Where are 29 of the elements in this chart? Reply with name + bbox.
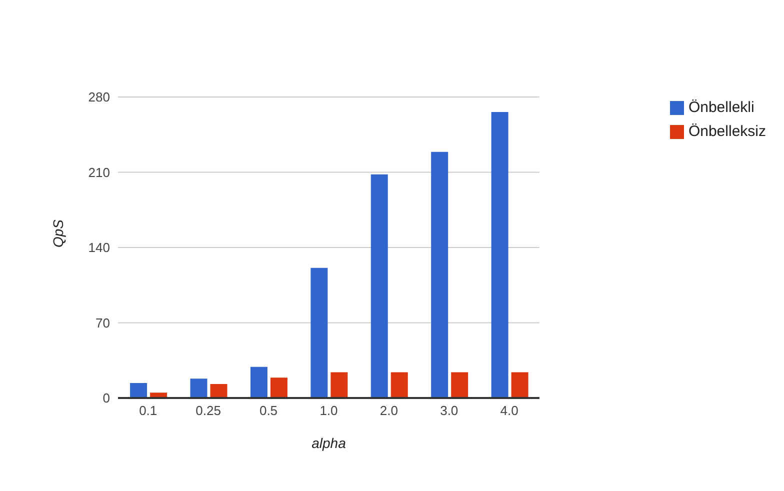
x-tick-label: 0.1	[139, 403, 158, 418]
bar	[130, 382, 148, 398]
y-axis-title: QpS	[50, 218, 66, 248]
x-tick-label: 0.5	[259, 403, 278, 418]
x-tick-label: 0.25	[196, 403, 221, 418]
bar	[451, 372, 468, 398]
y-tick-label: 70	[96, 315, 110, 330]
y-tick-label: 140	[88, 240, 110, 256]
bar	[390, 372, 408, 398]
bar	[250, 366, 268, 398]
bar	[190, 378, 208, 398]
bar	[491, 112, 508, 398]
x-tick-label: 4.0	[500, 403, 518, 418]
x-tick-label: 2.0	[380, 403, 398, 418]
legend-label: Önbellekli	[688, 99, 754, 116]
legend-label: Önbelleksiz	[688, 123, 766, 140]
x-tick-label: 1.0	[320, 403, 338, 418]
y-tick-label: 280	[88, 90, 110, 105]
bar	[330, 372, 348, 398]
bar	[270, 378, 288, 398]
y-tick-label: 210	[88, 164, 110, 180]
bar	[370, 174, 388, 398]
bar	[511, 372, 528, 398]
x-tick-label: 3.0	[440, 403, 458, 418]
bar	[431, 152, 448, 398]
bar	[210, 384, 228, 398]
x-axis-title: alpha	[312, 435, 346, 451]
y-tick-label: 0	[102, 390, 110, 406]
bar	[310, 268, 328, 398]
